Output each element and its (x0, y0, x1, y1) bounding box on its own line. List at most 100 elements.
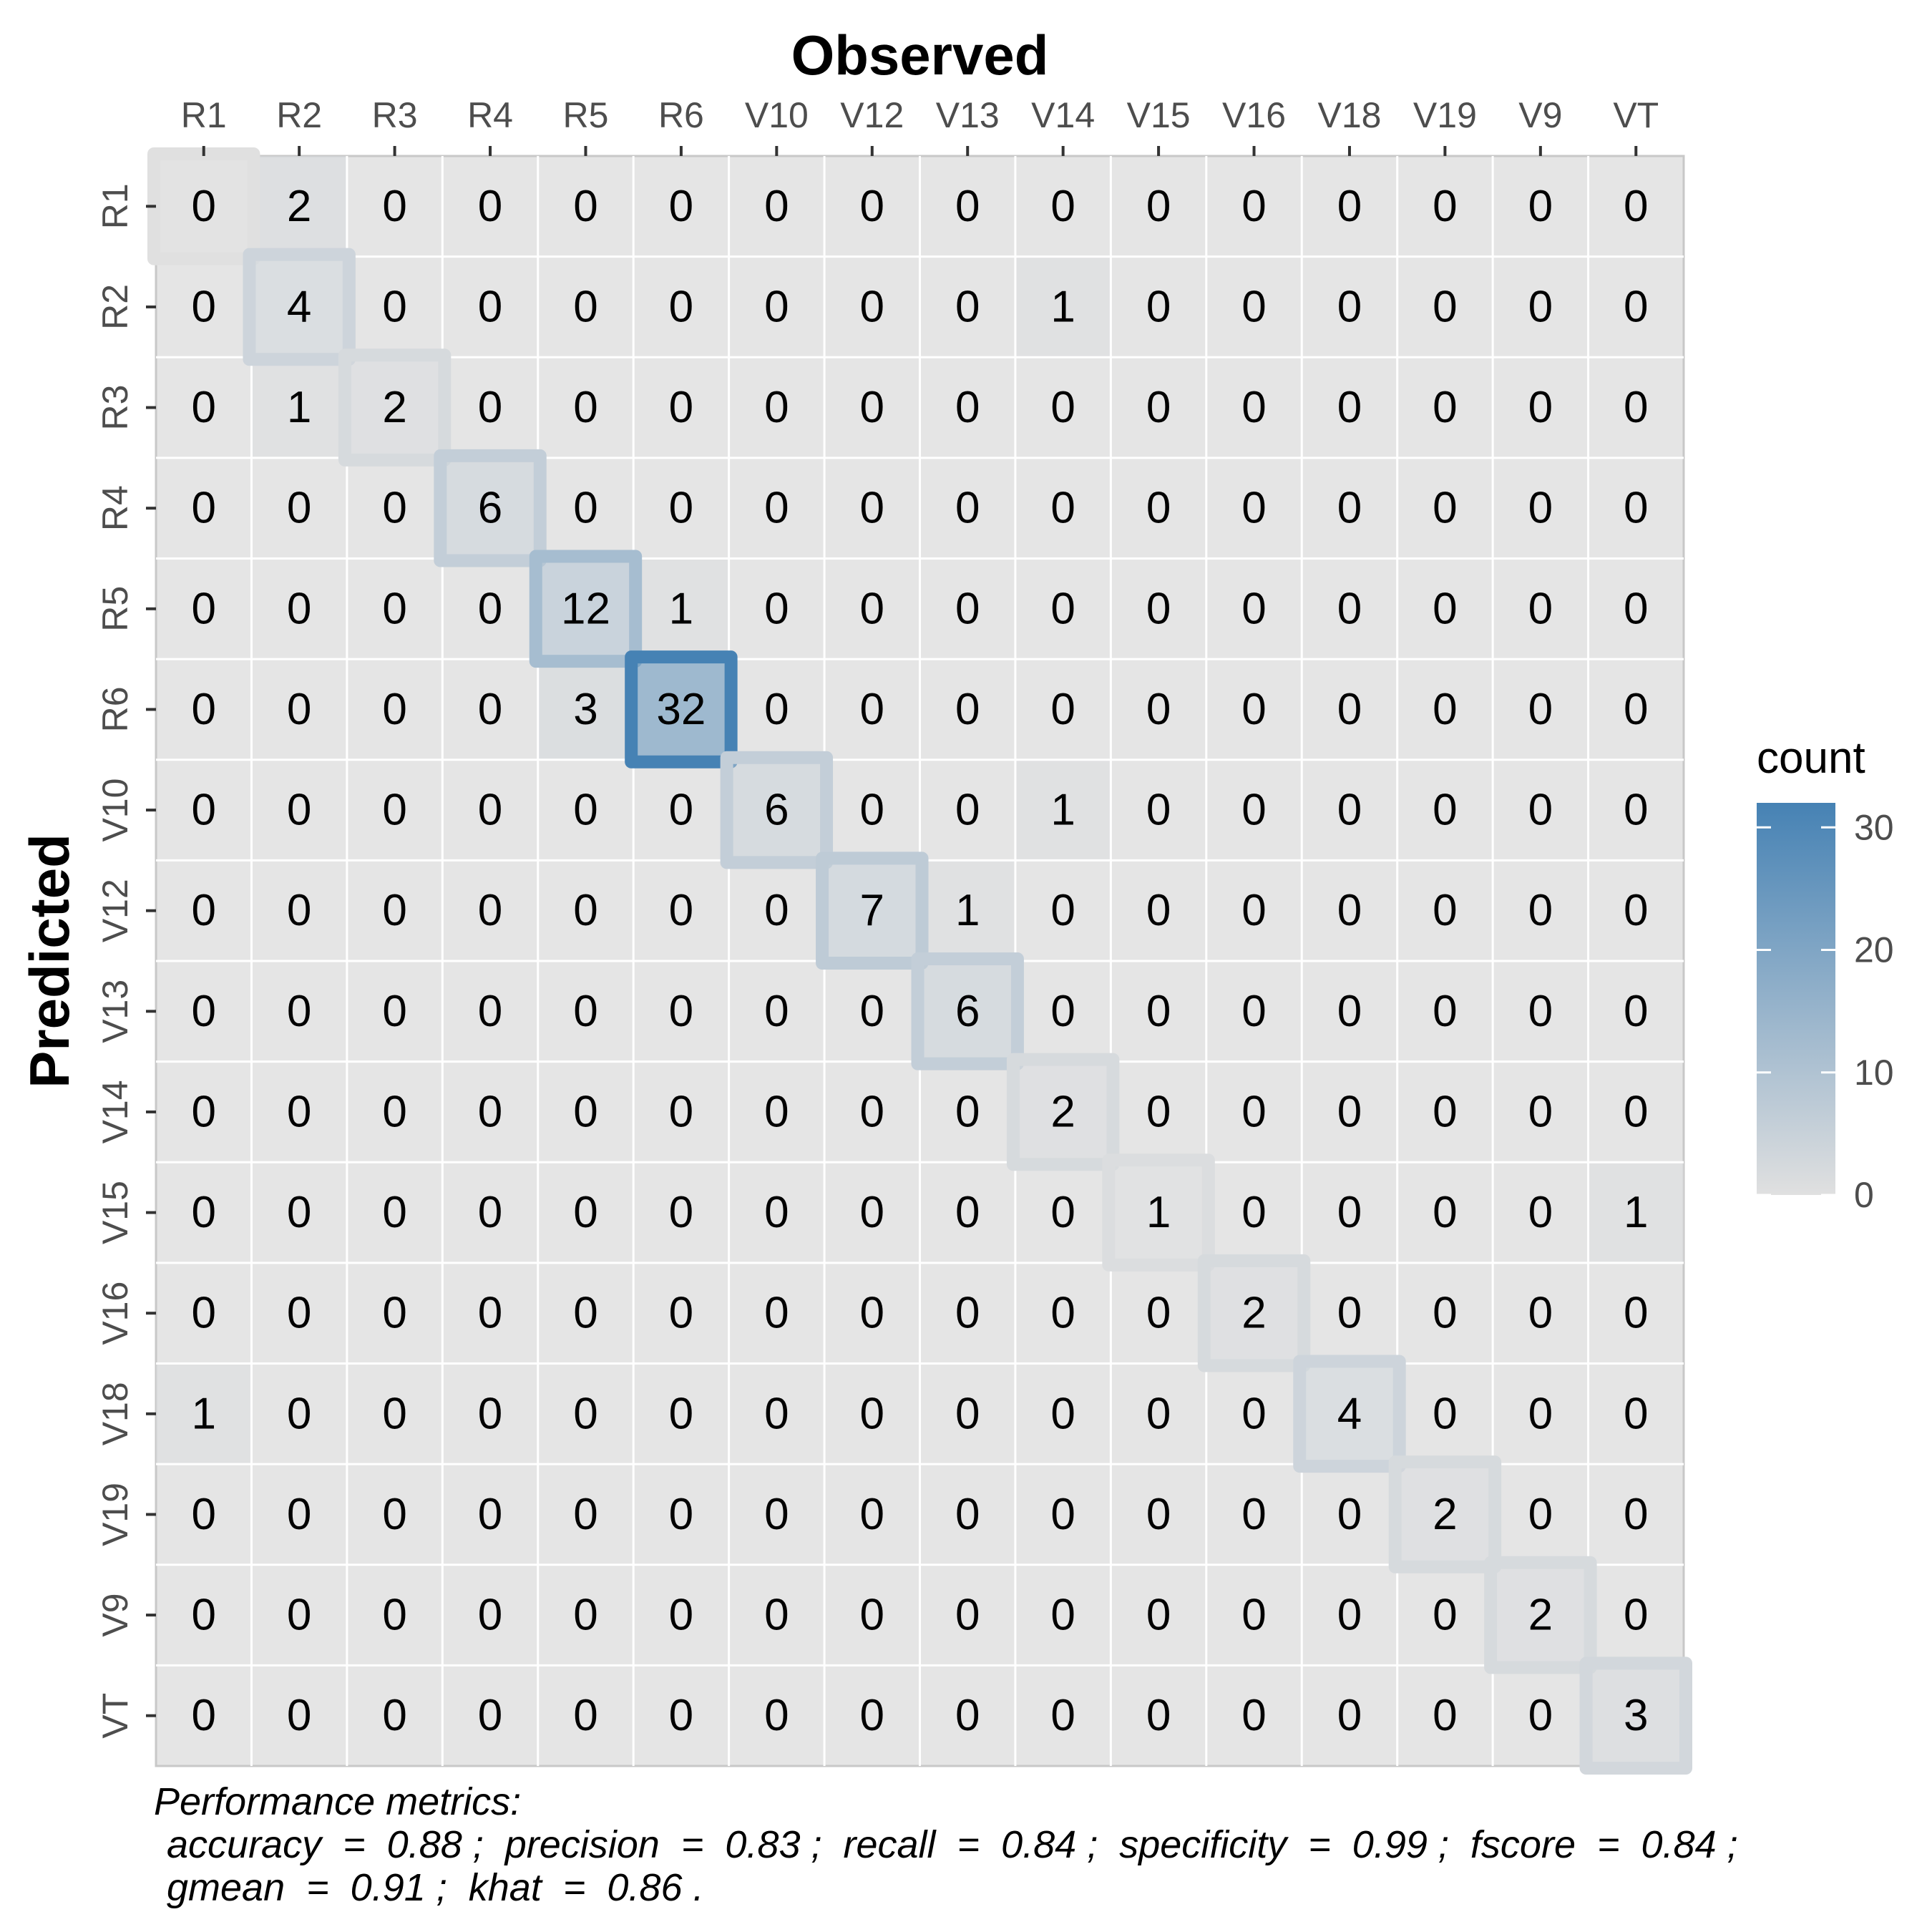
cell-label: 0 (1146, 786, 1171, 835)
metrics-line-1: accuracy = 0.88 ; precision = 0.83 ; rec… (167, 1823, 1738, 1866)
cell-label: 0 (764, 1289, 789, 1338)
cell-label: 2 (1241, 1289, 1266, 1338)
cell-label: 0 (1528, 1490, 1553, 1539)
y-tick-label: R6 (95, 686, 135, 732)
cell-label: 0 (955, 1691, 980, 1740)
cell-label: 0 (573, 1389, 597, 1438)
x-tick-label: R6 (658, 95, 704, 135)
cell-label: 0 (382, 1188, 406, 1237)
diagonal-tile (156, 156, 252, 257)
cell-label: 0 (1337, 1591, 1362, 1640)
cell-label: 0 (1433, 685, 1457, 734)
cell-label: 0 (669, 1389, 693, 1438)
cell-label: 4 (1337, 1389, 1362, 1438)
cell-label: 0 (191, 987, 215, 1036)
cell-label: 0 (191, 383, 215, 432)
cell-label: 0 (1241, 1188, 1266, 1237)
cell-label: 0 (573, 1591, 597, 1640)
cell-label: 0 (573, 282, 597, 331)
tile (251, 156, 347, 257)
diagonal-tile (633, 659, 729, 760)
cell-label: 0 (478, 1591, 502, 1640)
tile (1015, 256, 1111, 358)
cell-label: 2 (382, 383, 406, 432)
cell-label: 0 (1241, 685, 1266, 734)
cell-label: 0 (478, 1490, 502, 1539)
performance-metrics: Performance metrics: accuracy = 0.88 ; p… (154, 1780, 1900, 1909)
cell-label: 0 (860, 1087, 884, 1136)
cell-label: 0 (191, 886, 215, 935)
cell-label: 0 (1433, 1289, 1457, 1338)
cell-label: 0 (860, 282, 884, 331)
cell-label: 0 (573, 786, 597, 835)
cell-label: 0 (669, 786, 693, 835)
cell-label: 0 (860, 584, 884, 633)
cell-label: 0 (764, 1188, 789, 1237)
cell-label: 0 (669, 1289, 693, 1338)
cell-label: 0 (1050, 1691, 1075, 1740)
diagonal-tile-outline (1484, 1556, 1597, 1674)
diagonal-tile (1302, 1363, 1397, 1465)
cell-label: 0 (1433, 1188, 1457, 1237)
y-axis-title: Predicted (18, 834, 81, 1088)
cell-label: 0 (478, 886, 502, 935)
cell-label: 0 (573, 1289, 597, 1338)
cell-label: 0 (478, 1389, 502, 1438)
cell-label: 0 (287, 886, 311, 935)
cell-label: 0 (1146, 1087, 1171, 1136)
cell-label: 0 (1337, 182, 1362, 231)
cell-label: 0 (1433, 987, 1457, 1036)
metrics-line-2: gmean = 0.91 ; khat = 0.86 . (167, 1866, 704, 1909)
cell-label: 0 (1433, 1691, 1457, 1740)
cell-label: 0 (287, 1591, 311, 1640)
diagonal-tile (824, 860, 920, 961)
cell-label: 0 (1241, 786, 1266, 835)
cell-label: 0 (287, 1087, 311, 1136)
cell-label: 0 (1528, 1389, 1553, 1438)
cell-label: 0 (1433, 786, 1457, 835)
cell-label: 0 (1146, 1591, 1171, 1640)
diagonal-tile-outline (243, 248, 356, 366)
cell-label: 0 (955, 1389, 980, 1438)
cell-label: 0 (382, 584, 406, 633)
cell-label: 0 (764, 886, 789, 935)
cell-label: 0 (573, 182, 597, 231)
cell-label: 0 (955, 484, 980, 533)
cell-label: 1 (191, 1389, 215, 1438)
cell-label: 0 (191, 1691, 215, 1740)
y-tick-label: R5 (95, 586, 135, 632)
cell-label: 6 (478, 484, 502, 533)
y-tick-label: V19 (95, 1483, 135, 1546)
cell-label: 0 (287, 685, 311, 734)
cell-label: 0 (382, 1389, 406, 1438)
diagonal-tile-outline (529, 550, 643, 668)
cell-label: 0 (955, 383, 980, 432)
cell-label: 0 (382, 685, 406, 734)
cell-label: 12 (561, 584, 610, 633)
cell-label: 0 (1624, 786, 1648, 835)
cell-label: 3 (1624, 1691, 1648, 1740)
cell-label: 0 (1528, 1289, 1553, 1338)
y-tick-label: V14 (95, 1080, 135, 1143)
cell-label: 0 (955, 1188, 980, 1237)
cell-label: 0 (669, 886, 693, 935)
cell-label: 0 (1241, 987, 1266, 1036)
cell-label: 2 (1433, 1490, 1457, 1539)
cell-label: 0 (1433, 383, 1457, 432)
cell-label: 6 (955, 987, 980, 1036)
cell-label: 0 (382, 786, 406, 835)
y-tick-label: V9 (95, 1593, 135, 1636)
cell-label: 0 (382, 1490, 406, 1539)
cell-label: 0 (669, 1691, 693, 1740)
cell-label: 1 (1050, 282, 1075, 331)
cell-label: 0 (1050, 1188, 1075, 1237)
cell-label: 0 (287, 484, 311, 533)
cell-label: 0 (287, 987, 311, 1036)
tile (156, 1363, 252, 1465)
diagonal-tile-outline (338, 348, 452, 467)
y-tick-label: V18 (95, 1382, 135, 1445)
cell-label: 0 (1241, 182, 1266, 231)
x-tick-label: V13 (936, 95, 1000, 135)
cell-label: 0 (287, 1691, 311, 1740)
cell-label: 0 (1337, 1087, 1362, 1136)
